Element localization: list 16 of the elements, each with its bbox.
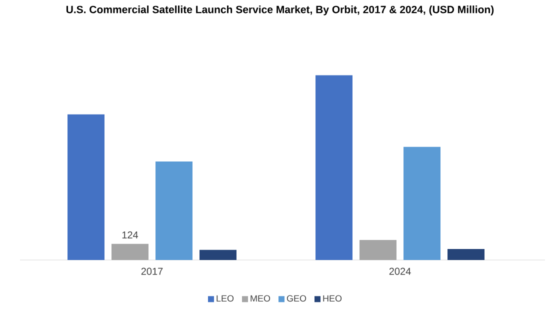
chart-title: U.S. Commercial Satellite Launch Service Market, By Orbit, 2017 & 2024, (USD Million) <box>66 6 494 16</box>
x-tick-label: 2017 <box>141 268 163 275</box>
bar <box>448 248 484 260</box>
legend-label: MEO <box>250 295 270 302</box>
bar <box>404 146 441 260</box>
bar <box>200 250 236 260</box>
bar <box>360 240 397 260</box>
bar <box>316 75 353 260</box>
data-label: 124 <box>122 231 138 238</box>
bar <box>112 244 148 260</box>
legend-label: LEO <box>216 295 234 302</box>
legend-label: HEO <box>323 295 342 302</box>
bar <box>156 162 192 260</box>
x-tick-label: 2024 <box>389 268 411 275</box>
bar <box>68 114 104 260</box>
legend-label: GEO <box>286 295 306 302</box>
